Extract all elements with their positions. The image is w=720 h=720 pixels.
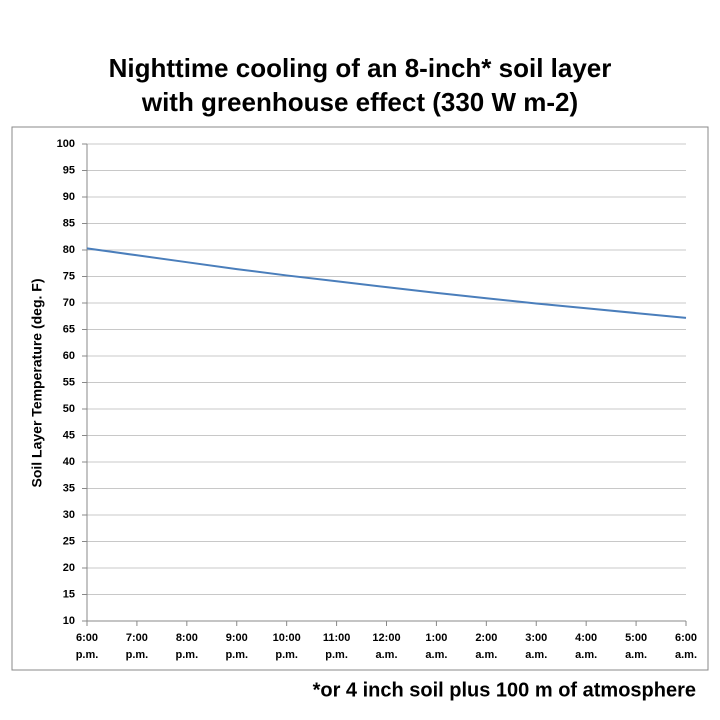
chart-title: Nighttime cooling of an 8-inch* soil lay… <box>109 53 612 83</box>
y-tick-label: 45 <box>63 429 75 441</box>
x-tick-label: 5:00 a.m. <box>625 632 648 661</box>
y-tick-label: 10 <box>63 615 75 627</box>
y-tick-label: 95 <box>63 164 75 176</box>
footnote: *or 4 inch soil plus 100 m of atmosphere <box>313 679 696 701</box>
chart-frame <box>11 126 709 671</box>
x-tick-label: 8:00 p.m. <box>175 632 199 661</box>
y-tick-label: 20 <box>63 562 75 574</box>
y-tick-label: 30 <box>63 509 75 521</box>
x-tick-label: 9:00 p.m. <box>225 632 249 661</box>
y-tick-label: 50 <box>63 403 75 415</box>
x-tick-label: 11:00 p.m. <box>322 632 351 661</box>
x-tick-label: 12:00 a.m. <box>372 632 401 661</box>
y-tick-label: 25 <box>63 535 75 547</box>
y-tick-label: 80 <box>63 244 75 256</box>
y-tick-label: 90 <box>63 191 75 203</box>
x-tick-label: 4:00 a.m. <box>575 632 598 661</box>
y-tick-label: 65 <box>63 323 75 335</box>
x-tick-label: 6:00 p.m. <box>75 632 99 661</box>
y-tick-label: 85 <box>63 217 75 229</box>
y-tick-label: 35 <box>63 482 75 494</box>
y-tick-label: 55 <box>63 376 75 388</box>
y-tick-label: 60 <box>63 350 75 362</box>
x-tick-label: 1:00 a.m. <box>425 632 448 661</box>
x-tick-label: 10:00 p.m. <box>272 632 301 661</box>
y-tick-label: 15 <box>63 588 75 600</box>
y-tick-label: 40 <box>63 456 75 468</box>
y-tick-label: 70 <box>63 297 75 309</box>
chart-title: with greenhouse effect (330 W m-2) <box>141 87 578 117</box>
y-axis-label: Soil Layer Temperature (deg. F) <box>29 278 45 487</box>
x-tick-label: 3:00 a.m. <box>525 632 548 661</box>
y-tick-label: 75 <box>63 270 75 282</box>
x-tick-label: 6:00 a.m. <box>674 632 698 661</box>
x-tick-label: 2:00 a.m. <box>475 632 498 661</box>
data-line <box>86 247 687 319</box>
x-tick-label: 7:00 p.m. <box>125 632 149 661</box>
y-tick-label: 100 <box>57 138 75 150</box>
